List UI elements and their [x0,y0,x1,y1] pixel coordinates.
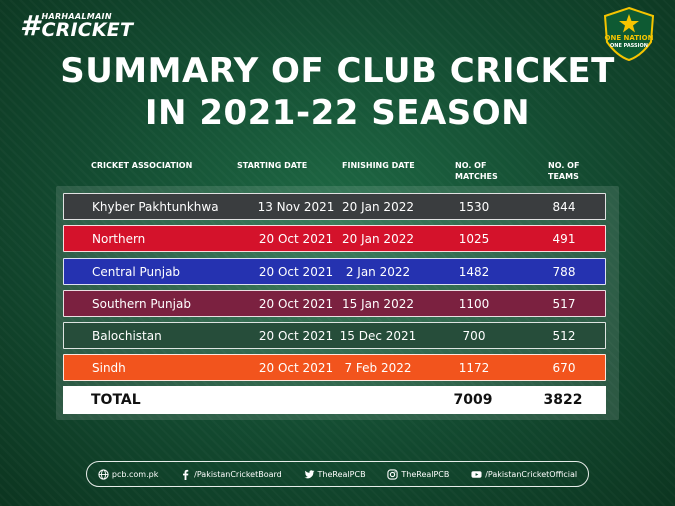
teams-cell: 670 [552,361,576,375]
shield-icon [603,6,655,62]
association-cell: Khyber Pakhtunkhwa [92,200,219,214]
twitter-icon [303,469,315,480]
association-cell: Sindh [92,361,126,375]
table-row: Northern 20 Oct 2021 20 Jan 2022 1025 491 [63,225,606,252]
facebook-link[interactable]: /PakistanCricketBoard [180,469,282,480]
matches-cell: 1172 [458,361,490,375]
youtube-icon [471,469,482,480]
youtube-text: /PakistanCricketOfficial [485,469,578,479]
matches-cell: 1482 [458,265,490,279]
globe-icon [98,468,109,480]
total-matches: 7009 [453,392,493,408]
matches-cell: 1025 [458,232,490,246]
instagram-link[interactable]: TheRealPCB [387,468,450,480]
hashtag-logo: # HARHAALMAIN CRICKET [20,12,133,40]
title-line-1: SUMMARY OF CLUB CRICKET [60,51,615,91]
page-title: SUMMARY OF CLUB CRICKET IN 2021-22 SEASO… [0,50,675,134]
association-cell: Balochistan [92,329,162,343]
teams-cell: 844 [552,200,576,214]
twitter-text: TheRealPCB [317,469,366,479]
hashtag-main-text: CRICKET [41,19,134,41]
finish-date-cell: 15 Jan 2022 [342,297,414,311]
matches-cell: 1100 [458,297,490,311]
website-link[interactable]: pcb.com.pk [98,468,159,480]
title-line-2: IN 2021-22 SEASON [144,93,531,133]
start-date-cell: 20 Oct 2021 [258,265,334,279]
one-nation-logo: ONE NATION ONE PASSION [601,6,657,62]
association-cell: Central Punjab [92,265,181,279]
matches-cell: 1530 [458,200,490,214]
facebook-text: /PakistanCricketBoard [194,469,282,479]
header-teams-line-1: NO. OF [548,161,580,170]
social-footer: pcb.com.pk /PakistanCricketBoard TheReal… [86,461,589,487]
instagram-icon [387,468,398,480]
header-finish-date: FINISHING DATE [342,161,415,170]
table-row: Khyber Pakhtunkhwa 13 Nov 2021 20 Jan 2022… [63,193,606,220]
matches-cell: 700 [462,329,486,343]
start-date-cell: 20 Oct 2021 [258,329,334,343]
logo-line-2: ONE PASSION [610,43,648,49]
start-date-cell: 20 Oct 2021 [258,361,334,375]
total-label: TOTAL [91,392,141,408]
table-row: Southern Punjab 20 Oct 2021 15 Jan 2022 110… [63,290,606,317]
table-row: Balochistan 20 Oct 2021 15 Dec 2021 700 512 [63,322,606,349]
website-text: pcb.com.pk [111,469,159,479]
start-date-cell: 20 Oct 2021 [258,232,334,246]
hashtag-top-text: HARHAALMAIN [41,12,112,21]
total-teams: 3822 [543,392,583,408]
logo-line-1: ONE NATION [604,34,654,42]
start-date-cell: 20 Oct 2021 [258,297,334,311]
table-row: Central Punjab 20 Oct 2021 2 Jan 2022 1482 7… [63,258,606,285]
table-row: Sindh 20 Oct 2021 7 Feb 2022 1172 670 [63,354,606,381]
teams-cell: 788 [552,265,576,279]
twitter-link[interactable]: TheRealPCB [303,469,366,480]
header-start-date: STARTING DATE [237,161,308,170]
finish-date-cell: 20 Jan 2022 [342,232,414,246]
header-teams-line-2: TEAMS [548,172,579,181]
header-matches-line-1: NO. OF [455,161,487,170]
finish-date-cell: 7 Feb 2022 [344,361,412,375]
instagram-text: TheRealPCB [401,469,450,479]
association-cell: Southern Punjab [92,297,191,311]
header-association: CRICKET ASSOCIATION [91,161,193,170]
association-cell: Northern [92,232,146,246]
facebook-icon [180,469,191,480]
finish-date-cell: 20 Jan 2022 [342,200,414,214]
total-row: TOTAL 7009 3822 [63,386,606,414]
teams-cell: 517 [552,297,576,311]
teams-cell: 512 [552,329,576,343]
finish-date-cell: 2 Jan 2022 [345,265,411,279]
hash-symbol: # [20,9,40,42]
start-date-cell: 13 Nov 2021 [257,200,335,214]
finish-date-cell: 15 Dec 2021 [339,329,417,343]
youtube-link[interactable]: /PakistanCricketOfficial [471,469,577,480]
header-teams: NO. OF TEAMS [548,160,579,182]
header-matches: NO. OF MATCHES [455,160,498,182]
teams-cell: 491 [552,232,576,246]
header-matches-line-2: MATCHES [455,172,498,181]
